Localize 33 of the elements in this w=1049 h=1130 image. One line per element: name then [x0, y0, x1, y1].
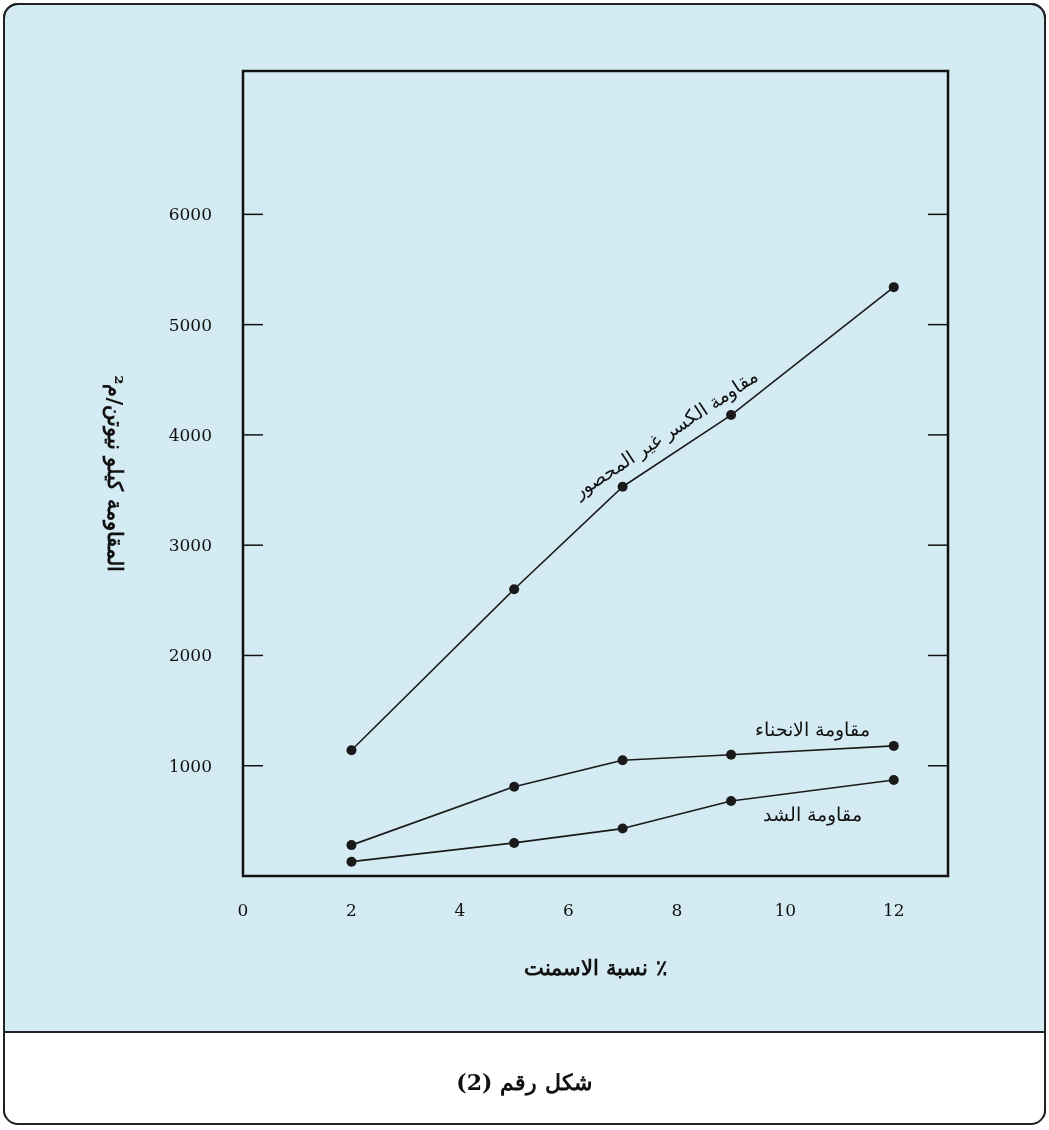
x-tick-label: 10 — [774, 900, 797, 920]
y-tick-label: 4000 — [168, 424, 212, 445]
x-tick-label: 0 — [237, 900, 249, 920]
x-tick-label: 8 — [671, 900, 683, 920]
x-tick-label: 6 — [562, 900, 574, 920]
point — [346, 856, 357, 867]
point — [346, 840, 357, 851]
y-tick-label: 3000 — [168, 535, 212, 556]
point — [509, 584, 520, 595]
point — [726, 796, 737, 807]
x-tick-label: 2 — [346, 900, 357, 920]
point — [726, 410, 737, 421]
point — [617, 755, 628, 766]
x-tick-label: 4 — [454, 900, 466, 920]
text: مقاومة الكسر غير المحصور — [567, 364, 763, 504]
point — [726, 749, 737, 760]
text: شكل رقم (2) — [456, 1069, 592, 1096]
y-tick-label: 1000 — [168, 755, 212, 776]
series-label: مقاومة الشد — [762, 802, 862, 826]
point — [888, 775, 899, 786]
point — [346, 745, 357, 756]
point — [617, 823, 628, 834]
series-label: مقاومة الانحناء — [754, 718, 870, 742]
y-tick-label: 5000 — [168, 314, 212, 335]
point — [509, 781, 520, 792]
x-axis-title: نسبة الاسمنت ٪ — [524, 955, 667, 980]
y-axis-title: المقاومة كيلو نيوتن/م² — [102, 375, 128, 572]
y-tick-label: 6000 — [168, 204, 212, 225]
x-tick-label: 12 — [882, 900, 905, 920]
point — [888, 282, 899, 293]
y-tick-label: 2000 — [168, 645, 212, 666]
point — [888, 740, 899, 751]
point — [509, 837, 520, 848]
